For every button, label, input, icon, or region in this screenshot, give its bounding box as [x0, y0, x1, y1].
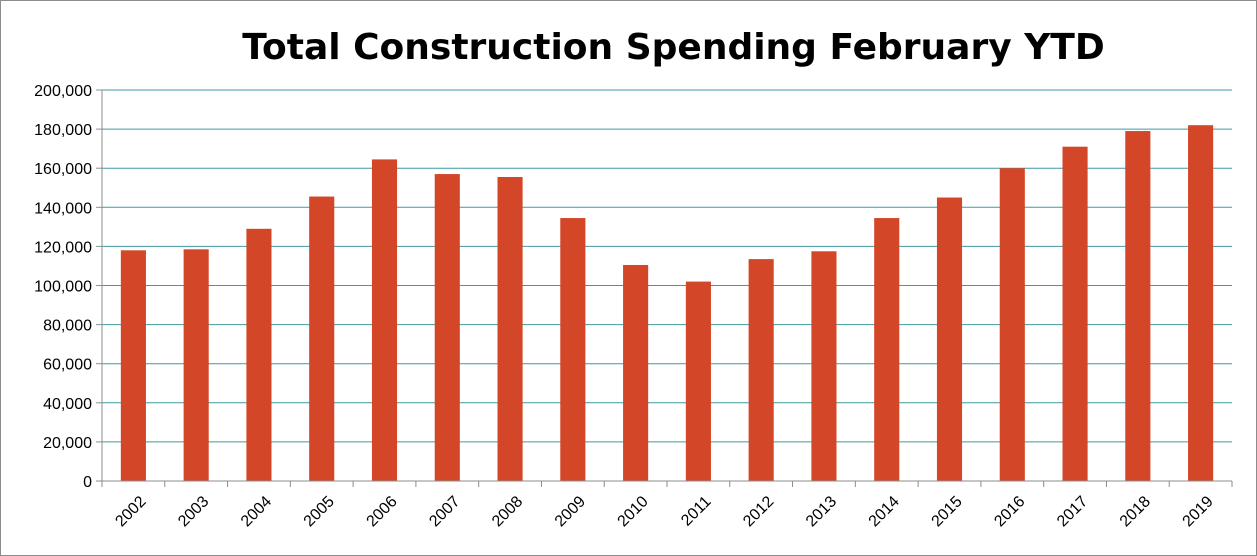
bar-2006	[371, 159, 398, 481]
x-tick-label: 2006	[363, 493, 400, 530]
bar-2008	[497, 176, 523, 481]
bar-2014	[874, 218, 900, 482]
chart-title: Total Construction Spending February YTD	[242, 27, 1105, 68]
bar-2019	[1188, 125, 1214, 481]
x-tick-label: 2005	[301, 493, 338, 530]
bars	[120, 125, 1214, 482]
x-tick-label: 2004	[238, 493, 275, 530]
bar-2004	[246, 228, 272, 481]
bar-2003	[183, 249, 209, 481]
x-tick-label: 2017	[1054, 493, 1091, 530]
bar-2009	[560, 218, 586, 482]
bar-2005	[309, 196, 335, 482]
x-tick-label: 2007	[426, 493, 463, 530]
x-tick-label: 2016	[991, 493, 1028, 530]
bar-2016	[999, 168, 1025, 481]
x-tick-label: 2011	[678, 493, 714, 529]
y-tick-label: 140,000	[34, 200, 92, 217]
x-tick-label: 2008	[489, 493, 526, 530]
bar-2007	[434, 174, 460, 481]
x-tick-label: 2009	[552, 493, 589, 530]
y-tick-label: 60,000	[43, 357, 92, 374]
bar-2017	[1062, 146, 1088, 481]
y-tick-label: 0	[83, 474, 92, 491]
x-tick-label: 2019	[1180, 493, 1217, 530]
bar-2002	[120, 250, 146, 481]
x-tick-label: 2012	[740, 493, 777, 530]
x-tick-label: 2015	[928, 493, 965, 530]
x-tick-label: 2010	[615, 493, 652, 530]
y-tick-label: 80,000	[43, 318, 92, 335]
y-tick-label: 180,000	[34, 122, 92, 139]
x-tick-label: 2003	[175, 493, 212, 530]
y-tick-label: 200,000	[34, 83, 92, 100]
bar-2018	[1125, 131, 1151, 481]
y-tick-label: 40,000	[43, 396, 92, 413]
x-tick-label: 2014	[866, 493, 903, 530]
bar-2010	[623, 264, 649, 481]
y-tick-label: 160,000	[34, 161, 92, 178]
x-tick-label: 2018	[1117, 493, 1154, 530]
y-tick-label: 120,000	[34, 239, 92, 256]
axes	[96, 89, 1233, 487]
gridlines	[102, 89, 1232, 443]
x-tick-label: 2002	[112, 493, 149, 530]
bar-2012	[748, 259, 774, 481]
bar-2015	[936, 197, 963, 481]
y-tick-label: 20,000	[43, 435, 92, 452]
bar-2013	[811, 251, 837, 481]
x-tick-label: 2013	[803, 493, 840, 530]
bar-2011	[685, 281, 711, 481]
y-tick-label: 100,000	[34, 279, 92, 296]
